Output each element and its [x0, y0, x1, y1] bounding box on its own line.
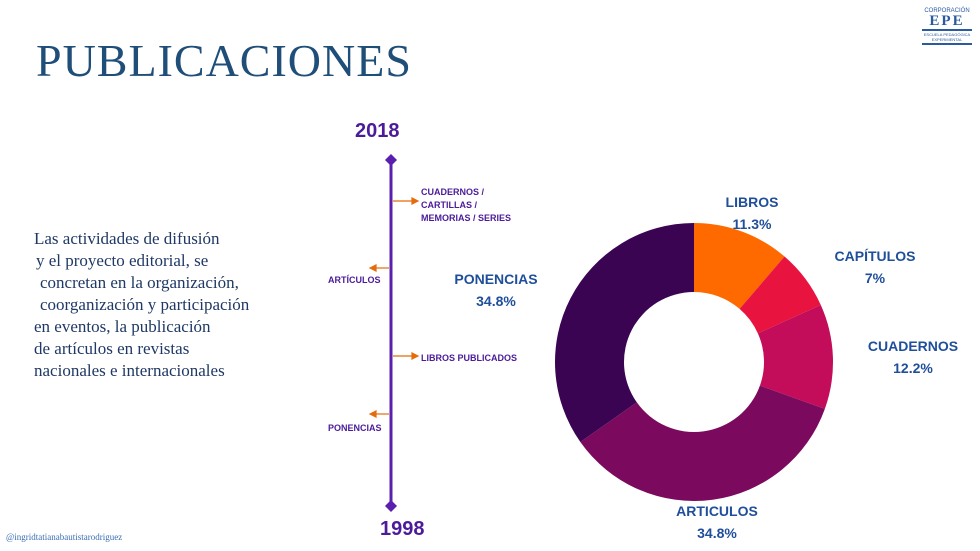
donut-slice-ponencias [555, 223, 694, 443]
donut-slice-articulos [580, 385, 825, 501]
timeline-item-cuadernos: CUADERNOS / CARTILLAS / MEMORIAS / SERIE… [421, 187, 512, 223]
label-libros: LIBROS 11.3% [725, 194, 779, 232]
timeline-top-marker [385, 154, 397, 166]
timeline-item-ponencias: PONENCIAS [328, 423, 382, 433]
label-capitulos: CAPÍTULOS 7% [834, 248, 916, 286]
epe-logo: CORPORACIÓN EPE ESCUELA PEDAGÓGICA EXPER… [918, 8, 976, 46]
timeline-bottom-marker [385, 500, 397, 512]
arrow-libros-head [411, 352, 420, 360]
timeline-year-top: 2018 [355, 120, 400, 142]
arrow-cuadernos-head [411, 197, 420, 205]
arrow-articulos-head [368, 264, 377, 272]
label-cuadernos: CUADERNOS 12.2% [867, 338, 959, 376]
label-articulos: ARTICULOS 34.8% [676, 503, 758, 541]
donut-slice-libros [694, 223, 785, 309]
description-text: Las actividades de difusión y el proyect… [34, 229, 250, 380]
timeline-item-libros: LIBROS PUBLICADOS [421, 353, 518, 363]
timeline-item-articulos: ARTÍCULOS [328, 275, 381, 285]
label-ponencias: PONENCIAS 34.8% [454, 271, 538, 309]
donut-slice-cuadernos [757, 305, 834, 409]
page-title: PUBLICACIONES [36, 35, 412, 86]
timeline-year-bottom: 1998 [380, 518, 425, 540]
donut-slice-capítulos [739, 256, 821, 334]
footer-handle: @ingridtatianabautistarodriguez [6, 532, 123, 542]
arrow-ponencias-head [368, 410, 377, 418]
